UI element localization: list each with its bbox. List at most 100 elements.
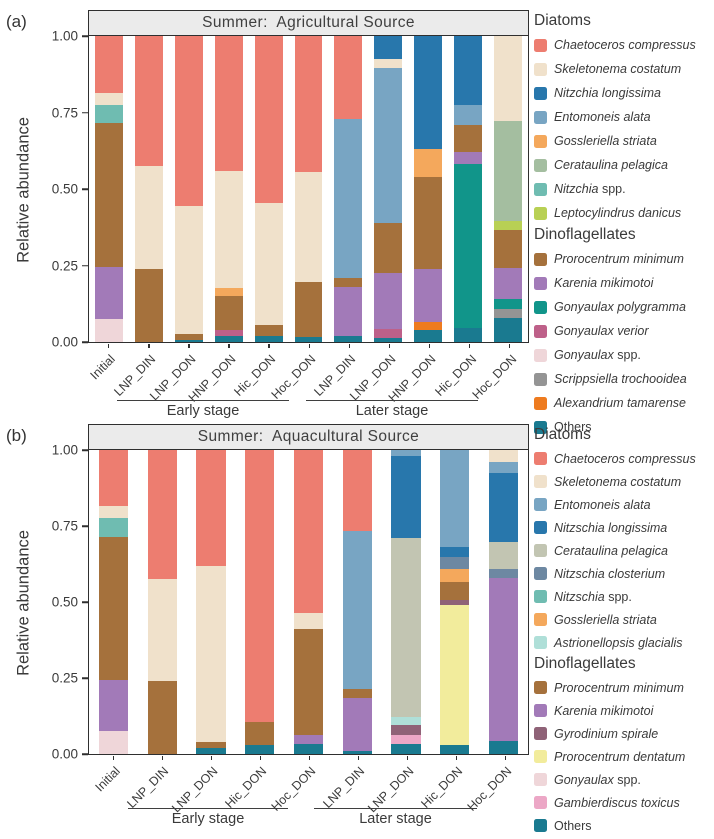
bar-slot [89, 36, 129, 342]
bar-segment [391, 538, 421, 717]
bar-segment [196, 741, 226, 749]
legend-item-label: Leptocylindrus danicus [554, 206, 682, 220]
legend-item: Prorocentrum dentatum [534, 745, 714, 768]
bar-segment [214, 336, 243, 342]
y-tick-label: 0.00 [51, 334, 78, 350]
bar-segment [489, 741, 519, 754]
legend-item: Karenia mikimotoi [534, 271, 714, 295]
legend-swatch [534, 796, 547, 809]
bar-segment [494, 299, 522, 309]
bar-segment [196, 748, 226, 754]
bar-slot [333, 450, 382, 754]
legend-item-label: Gonyaulax verior [554, 324, 649, 338]
bar-slot [289, 36, 329, 342]
stacked-bar-Hic_DON [454, 36, 483, 342]
legend-item: Nitzschia closterium [534, 562, 714, 585]
bar-segment [494, 267, 522, 300]
legend-item: Skeletonema costatum [534, 470, 714, 493]
bar-segment [391, 725, 421, 735]
bar-segment [440, 546, 470, 558]
legend-item-label: Gonyaulax spp. [554, 772, 641, 787]
bar-segment [494, 318, 522, 342]
bar-segment [374, 67, 403, 223]
legend-swatch [534, 300, 547, 314]
stacked-bar-Hic_DON [440, 450, 470, 754]
panel-b-later-stage-group: Later stage [314, 808, 477, 827]
bar-segment [254, 325, 283, 336]
bar-slot [448, 36, 488, 342]
y-tick-label: 0.50 [51, 181, 78, 197]
bar-segment [494, 36, 522, 122]
legend-item: Alexandrium tamarense [534, 391, 714, 415]
bar-segment [374, 329, 403, 339]
x-tick-slot: HNP_DON [386, 344, 449, 405]
x-tick-mark [188, 344, 190, 348]
x-tick-slot: LNP_DON [347, 344, 409, 403]
y-tick-label: 0.00 [51, 746, 78, 762]
bar-segment [294, 172, 323, 283]
legend-item: Nitzchia spp. [534, 177, 714, 201]
x-tick-slot: Hic_DON [432, 344, 489, 402]
bar-segment [494, 229, 522, 268]
bar-segment [94, 267, 123, 320]
x-tick-slot: LNP_DON [169, 756, 235, 815]
bar-segment [147, 681, 177, 754]
bar-segment [374, 36, 403, 59]
x-tick-mark [308, 756, 310, 760]
legend-item: Leptocylindrus danicus [534, 201, 714, 225]
x-tick-mark [508, 344, 511, 348]
legend-item-label: Nitzchia spp. [554, 182, 626, 196]
legend-item: Entomoneis alata [534, 493, 714, 516]
bar-segment [98, 731, 129, 754]
bar-segment [294, 282, 323, 338]
bar-segment [414, 268, 443, 323]
bar-segment [254, 202, 283, 326]
x-tick-mark [259, 756, 261, 760]
legend-item-label: Chaetoceros compressus [554, 451, 696, 466]
legend-swatch [534, 544, 547, 557]
legend-swatch [534, 475, 547, 488]
bar-slot [488, 36, 528, 342]
legend-item-label: Others [554, 420, 592, 434]
legend-item: Cerataulina pelagica [534, 153, 714, 177]
legend-swatch [534, 750, 547, 763]
bar-slot [328, 36, 368, 342]
bar-segment [98, 518, 129, 537]
legend-item: Prorocentrum minimum [534, 247, 714, 271]
legend-item-label: Gyrodinium spirale [554, 726, 659, 741]
stacked-bar-LNP_DIN [147, 450, 177, 754]
legend-item: Prorocentrum minimum [534, 676, 714, 699]
bar-segment [391, 734, 421, 745]
stacked-bar-LNP_DIN [334, 36, 363, 342]
legend-swatch [534, 727, 547, 740]
bar-segment [374, 222, 403, 273]
y-tick-label: 1.00 [51, 442, 78, 458]
stacked-bar-Hoc_DON [489, 450, 519, 754]
bar-segment [293, 629, 324, 736]
legend-item: Others [534, 814, 714, 837]
legend-swatch [534, 348, 547, 362]
legend-swatch [534, 452, 547, 465]
y-tick-mark [82, 601, 88, 603]
bar-segment [414, 176, 443, 269]
bar-segment [134, 166, 163, 269]
legend-item: Cerataulina pelagica [534, 539, 714, 562]
legend-swatch [534, 613, 547, 626]
panel-b-title-strip: Summer: Aquacultural Source [88, 424, 529, 450]
bar-segment [342, 531, 372, 690]
legend-item-label: Nitzschia spp. [554, 589, 632, 604]
legend-item: Gyrodinium spirale [534, 722, 714, 745]
bar-slot [187, 450, 236, 754]
bar-segment [342, 698, 372, 751]
x-tick-mark [148, 344, 150, 348]
legend-item-label: Gossleriella striata [554, 134, 657, 148]
y-tick-label: 1.00 [51, 28, 78, 44]
bar-segment [454, 36, 483, 106]
x-tick-slot: Initial [88, 756, 137, 811]
y-tick-mark [82, 35, 88, 37]
bar-segment [94, 319, 123, 342]
bar-segment [94, 123, 123, 268]
x-tick-mark [504, 756, 506, 760]
stacked-bar-HNP_DON [214, 36, 243, 342]
legend-item: Gambierdiscus toxicus [534, 791, 714, 814]
